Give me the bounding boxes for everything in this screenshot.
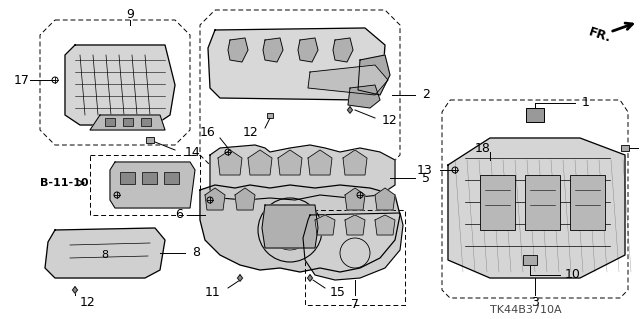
Text: 18: 18 (475, 142, 491, 154)
Bar (267, 113, 273, 117)
Polygon shape (237, 275, 243, 281)
Polygon shape (448, 138, 625, 278)
Polygon shape (345, 215, 365, 235)
Polygon shape (303, 213, 403, 280)
Polygon shape (375, 188, 395, 210)
Polygon shape (262, 205, 318, 248)
Polygon shape (315, 215, 335, 235)
Text: TK44B3710A: TK44B3710A (490, 305, 562, 315)
Text: 15: 15 (330, 286, 346, 300)
Text: B-11-10: B-11-10 (40, 178, 88, 188)
Text: FR.: FR. (587, 25, 613, 45)
Bar (525, 175, 560, 230)
Bar (523, 255, 537, 265)
Text: 8: 8 (192, 247, 200, 259)
Polygon shape (208, 28, 385, 100)
Bar (480, 175, 515, 230)
Polygon shape (228, 38, 248, 62)
Text: 6: 6 (175, 209, 183, 221)
Polygon shape (375, 215, 395, 235)
Polygon shape (348, 107, 353, 113)
Text: 16: 16 (199, 127, 215, 139)
Polygon shape (358, 55, 390, 95)
Polygon shape (248, 150, 272, 175)
Bar (570, 175, 605, 230)
Text: 5: 5 (422, 172, 430, 184)
Text: 1: 1 (582, 97, 590, 109)
Text: 2: 2 (422, 88, 430, 101)
Polygon shape (278, 150, 302, 175)
Text: 17: 17 (14, 73, 30, 86)
Text: 7: 7 (351, 299, 359, 311)
Text: 12: 12 (243, 127, 258, 139)
Polygon shape (308, 65, 388, 95)
Bar (123, 118, 133, 126)
Polygon shape (218, 150, 242, 175)
Text: 9: 9 (126, 8, 134, 20)
Text: 12: 12 (80, 295, 96, 308)
Bar (141, 118, 151, 126)
Polygon shape (110, 162, 195, 208)
Polygon shape (345, 188, 365, 210)
Polygon shape (348, 85, 380, 108)
Polygon shape (65, 45, 175, 125)
Text: 12: 12 (382, 114, 397, 127)
Text: 10: 10 (565, 269, 581, 281)
Text: 3: 3 (531, 296, 539, 309)
Text: 11: 11 (204, 286, 220, 300)
Polygon shape (45, 228, 165, 278)
Polygon shape (263, 38, 283, 62)
Bar (142, 172, 157, 184)
Bar (105, 118, 115, 126)
Polygon shape (235, 188, 255, 210)
Bar (120, 172, 135, 184)
Polygon shape (308, 150, 332, 175)
Bar (164, 172, 179, 184)
Text: 14: 14 (185, 145, 201, 159)
Polygon shape (307, 275, 312, 281)
Polygon shape (343, 150, 367, 175)
Polygon shape (200, 185, 400, 272)
Bar (621, 145, 629, 151)
Text: 13: 13 (416, 164, 432, 176)
Polygon shape (298, 38, 318, 62)
Bar (146, 137, 154, 143)
Bar (526, 108, 544, 122)
Polygon shape (210, 145, 395, 200)
Polygon shape (72, 287, 77, 293)
Polygon shape (90, 115, 165, 130)
Polygon shape (333, 38, 353, 62)
Polygon shape (205, 188, 225, 210)
Text: 8: 8 (101, 250, 109, 260)
